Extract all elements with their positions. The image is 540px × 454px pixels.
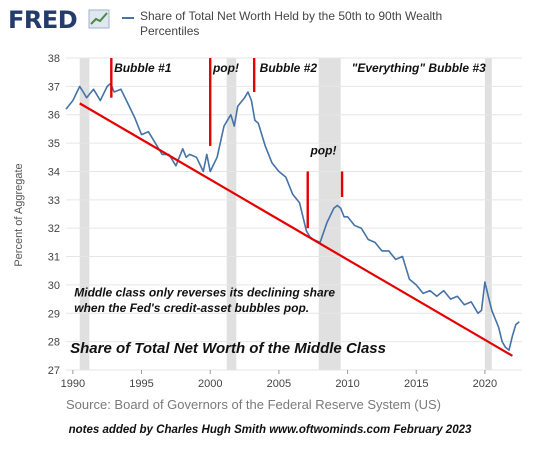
legend-label: Share of Total Net Worth Held by the 50t… xyxy=(140,9,443,38)
y-tick-label-36: 36 xyxy=(48,110,60,122)
x-tick-label-2015: 2015 xyxy=(404,378,428,390)
series-line-0 xyxy=(65,82,520,351)
x-axis-ticks: 1990 1995 2000 2005 2010 2015 2020 xyxy=(61,370,497,390)
x-tick-label-2010: 2010 xyxy=(335,378,359,390)
annotation-subtitle: Share of Total Net Worth of the Middle C… xyxy=(70,340,386,357)
x-tick-label-2020: 2020 xyxy=(473,378,497,390)
x-tick-label-1995: 1995 xyxy=(129,378,153,390)
y-tick-label-33: 33 xyxy=(48,195,60,207)
source-note: Source: Board of Governors of the Federa… xyxy=(66,397,441,412)
grid-lines xyxy=(66,57,522,371)
annotation-bubble3: "Everything" Bubble #3 xyxy=(352,61,486,75)
fred-logo: FRED xyxy=(8,6,78,34)
recession-band-2 xyxy=(318,58,341,370)
x-tick-label-1990: 1990 xyxy=(61,378,85,390)
annotation-bubble1: Bubble #1 xyxy=(114,61,172,75)
y-tick-label-28: 28 xyxy=(48,337,60,349)
annotation-pop1: pop! xyxy=(212,61,239,75)
y-tick-label-30: 30 xyxy=(48,280,60,292)
y-tick-label-29: 29 xyxy=(48,308,60,320)
recession-bands xyxy=(79,58,492,370)
y-tick-label-37: 37 xyxy=(48,81,60,93)
annotation-layer: Bubble #1 pop! Bubble #2 "Everything" Bubbl… xyxy=(70,58,513,357)
trend-line xyxy=(79,102,513,357)
y-tick-label-32: 32 xyxy=(48,223,60,235)
annotation-bubble2: Bubble #2 xyxy=(260,61,318,75)
footer-credit: notes added by Charles Hugh Smith www.of… xyxy=(68,424,472,436)
recession-band-0 xyxy=(79,58,90,370)
recession-band-3 xyxy=(484,58,492,370)
fred-chart-icon xyxy=(88,9,110,29)
y-tick-label-34: 34 xyxy=(48,166,60,178)
y-tick-label-35: 35 xyxy=(48,138,60,150)
recession-band-1 xyxy=(226,58,237,370)
legend-swatch xyxy=(122,17,134,19)
annotation-pop2: pop! xyxy=(309,143,336,157)
y-axis-ticks: 27 28 29 30 31 32 33 34 35 36 37 38 xyxy=(48,53,60,377)
series-layer xyxy=(65,82,520,351)
annotation-note2: when the Fed's credit-asset bubbles pop. xyxy=(74,301,309,315)
x-tick-label-2000: 2000 xyxy=(198,378,222,390)
y-tick-label-38: 38 xyxy=(48,53,60,65)
annotation-note1: Middle class only reverses its declining… xyxy=(74,285,335,299)
x-tick-label-2005: 2005 xyxy=(267,378,291,390)
y-tick-label-27: 27 xyxy=(48,365,60,377)
y-tick-label-31: 31 xyxy=(48,252,60,264)
y-axis-label: Percent of Aggregate xyxy=(13,163,25,266)
